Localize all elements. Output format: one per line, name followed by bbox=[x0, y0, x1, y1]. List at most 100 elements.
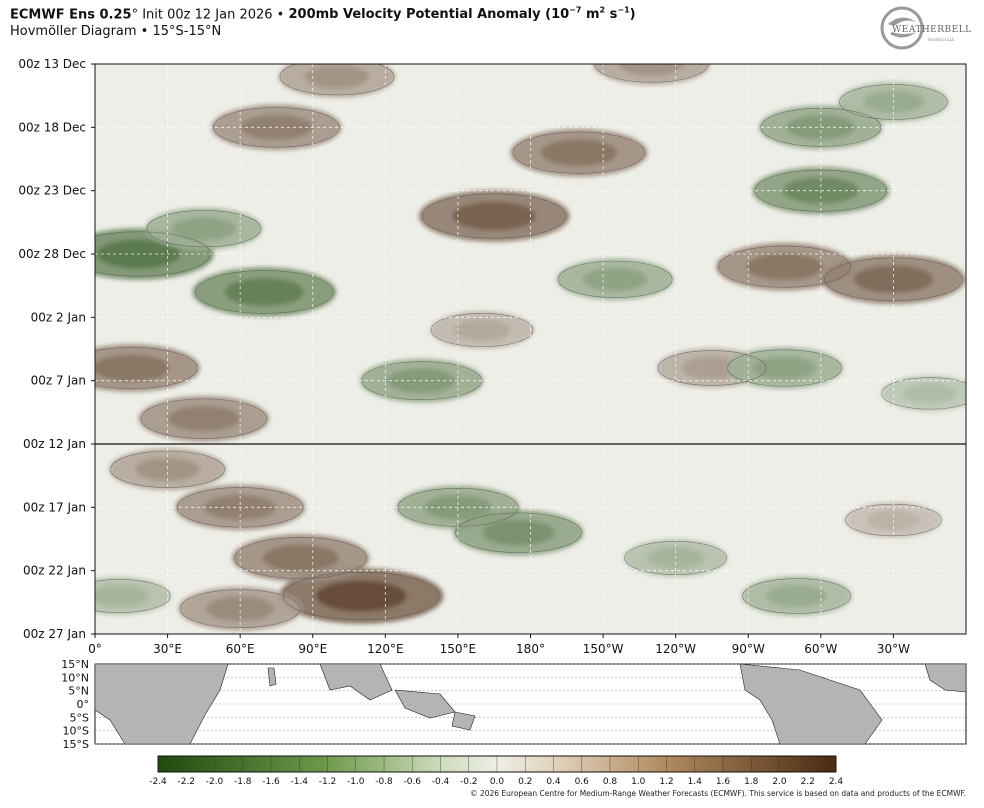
x-tick-label: 90°W bbox=[732, 642, 765, 656]
x-tick-label: 90°E bbox=[298, 642, 327, 656]
y-tick-label: 00z 23 Dec bbox=[18, 184, 86, 198]
chart-subtitle: Hovmöller Diagram • 15°S-15°N bbox=[10, 24, 222, 39]
y-tick-label: 00z 18 Dec bbox=[18, 120, 86, 134]
contour-line bbox=[742, 578, 851, 614]
contour-line bbox=[282, 571, 440, 621]
x-tick-label: 60°E bbox=[226, 642, 255, 656]
colorbar-tick-label: -2.4 bbox=[149, 777, 167, 787]
colorbar-tick-label: -1.8 bbox=[234, 777, 252, 787]
indonesia-landmass bbox=[394, 689, 456, 719]
contour-line bbox=[718, 245, 851, 288]
y-tick-label: 00z 27 Jan bbox=[23, 627, 86, 641]
colorbar-tick-label: -2.2 bbox=[177, 777, 195, 787]
colorbar-tick-label: 2.2 bbox=[801, 777, 815, 787]
colorbar-tick-label: 1.4 bbox=[688, 777, 703, 787]
anomaly-core bbox=[482, 520, 555, 546]
map-lat-label: 5°N bbox=[68, 685, 89, 698]
colorbar-tick-label: -1.0 bbox=[347, 777, 365, 787]
contour-line bbox=[421, 193, 567, 239]
anomaly-core bbox=[453, 319, 511, 341]
y-tick-label: 00z 17 Jan bbox=[23, 500, 86, 514]
anomaly-core bbox=[541, 139, 617, 166]
contour-line bbox=[213, 107, 340, 148]
new-guinea-landmass bbox=[451, 711, 476, 731]
contour-line bbox=[140, 398, 268, 439]
anomaly-core bbox=[171, 217, 237, 241]
contour-line bbox=[512, 131, 646, 174]
africa-landmass bbox=[94, 663, 229, 745]
anomaly-core bbox=[262, 544, 339, 572]
colorbar-tick-label: 1.0 bbox=[631, 777, 646, 787]
y-tick-label: 00z 22 Jan bbox=[23, 564, 86, 578]
contour-line bbox=[146, 210, 262, 248]
colorbar-tick-label: 1.8 bbox=[744, 777, 759, 787]
west-africa-landmass bbox=[924, 663, 967, 693]
anomaly-core bbox=[853, 265, 934, 294]
x-tick-label: 60°W bbox=[804, 642, 837, 656]
map-lat-label: 15°S bbox=[63, 738, 89, 751]
anomaly-core bbox=[315, 580, 407, 612]
contour-line bbox=[110, 450, 225, 488]
contour-line bbox=[557, 260, 673, 298]
anomaly-core bbox=[766, 585, 827, 607]
colorbar-tick-label: 0.2 bbox=[518, 777, 532, 787]
contour-line bbox=[594, 64, 709, 83]
x-tick-label: 30°W bbox=[877, 642, 910, 656]
land-masses bbox=[94, 663, 967, 745]
anomaly-core bbox=[304, 65, 370, 89]
contour-line bbox=[95, 347, 198, 389]
x-tick-label: 150°W bbox=[583, 642, 624, 656]
y-tick-label: 00z 7 Jan bbox=[31, 374, 86, 388]
colorbar-tick-label: -0.4 bbox=[432, 777, 450, 787]
colorbar-tick-label: -1.4 bbox=[290, 777, 308, 787]
x-tick-label: 120°W bbox=[655, 642, 696, 656]
contour-line bbox=[727, 349, 842, 387]
colorbar-tick-label: 0.4 bbox=[546, 777, 561, 787]
india-landmass bbox=[267, 667, 277, 687]
map-lat-label: 0° bbox=[77, 698, 90, 711]
colorbar-tick-label: -0.6 bbox=[403, 777, 421, 787]
colorbar-tick-label: 2.0 bbox=[772, 777, 787, 787]
colorbar-tick-label: -2.0 bbox=[206, 777, 224, 787]
map-lat-label: 10°S bbox=[63, 725, 89, 738]
contour-line bbox=[430, 313, 534, 347]
anomaly-core bbox=[681, 357, 743, 379]
map-lat-label: 15°N bbox=[61, 658, 89, 671]
x-tick-label: 150°E bbox=[440, 642, 477, 656]
anomaly-core bbox=[786, 115, 855, 140]
contour-line bbox=[279, 64, 395, 96]
y-tick-label: 00z 13 Dec bbox=[18, 57, 86, 71]
map-lat-label: 5°S bbox=[70, 711, 89, 724]
anomaly-core bbox=[452, 201, 536, 231]
colorbar-tick-label: -1.2 bbox=[319, 777, 337, 787]
colorbar-tick-label: 1.6 bbox=[716, 777, 731, 787]
colorbar-tick-label: -1.6 bbox=[262, 777, 280, 787]
anomaly-core bbox=[206, 596, 275, 621]
anomaly-field bbox=[95, 64, 966, 631]
anomaly-core bbox=[752, 356, 817, 380]
copyright-notice: © 2026 European Centre for Medium-Range … bbox=[470, 789, 966, 798]
anomaly-core bbox=[746, 253, 823, 280]
anomaly-core bbox=[619, 64, 684, 76]
weatherbell-logo: WEATHERBELL Analytics LLC bbox=[878, 6, 971, 50]
colorbar-tick-label: 0.6 bbox=[575, 777, 590, 787]
contour-line bbox=[881, 377, 966, 410]
anomaly-core bbox=[167, 406, 240, 432]
south-america-landmass bbox=[739, 663, 883, 745]
anomaly-core bbox=[224, 278, 305, 306]
contour-line bbox=[455, 512, 582, 553]
anomaly-core bbox=[135, 457, 200, 481]
anomaly-core bbox=[903, 383, 957, 404]
x-tick-label: 0° bbox=[88, 642, 102, 656]
contour-line bbox=[657, 350, 767, 386]
x-tick-label: 180° bbox=[516, 642, 545, 656]
contour-line bbox=[754, 169, 888, 212]
y-tick-label: 00z 2 Jan bbox=[31, 310, 86, 324]
x-tick-label: 120°E bbox=[367, 642, 404, 656]
contour-line bbox=[234, 537, 367, 579]
colorbar-tick-label: -0.2 bbox=[460, 777, 478, 787]
y-tick-label: 00z 28 Dec bbox=[18, 247, 86, 261]
map-lat-label: 10°N bbox=[61, 671, 89, 684]
contour-line bbox=[179, 589, 301, 628]
